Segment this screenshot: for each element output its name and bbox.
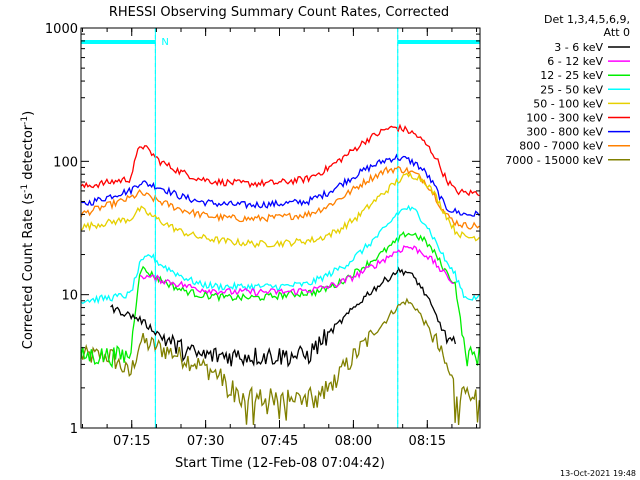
legend-entry-label: 6 - 12 keV — [547, 55, 603, 68]
x-tick-label: 07:30 — [187, 434, 224, 449]
legend-header-detectors: Det 1,3,4,5,6,9, — [544, 13, 630, 26]
footer-datestamp: 13-Oct-2021 19:48 — [560, 469, 636, 478]
x-tick-label: 07:15 — [113, 434, 150, 449]
y-tick-label: 1 — [70, 422, 78, 437]
series-line — [80, 172, 480, 249]
legend-entry-label: 300 - 800 keV — [526, 126, 603, 139]
x-tick-label: 07:45 — [261, 434, 298, 449]
x-tick-label: 08:15 — [409, 434, 446, 449]
series-line — [80, 153, 480, 217]
x-axis-label: Start Time (12-Feb-08 07:04:42) — [175, 456, 385, 471]
chart-title: RHESSI Observing Summary Count Rates, Co… — [109, 5, 449, 20]
series-line — [80, 165, 480, 230]
legend-entry-label: 50 - 100 keV — [533, 97, 603, 110]
x-tick-label: 08:00 — [335, 434, 372, 449]
series-line — [80, 204, 480, 305]
legend-entry-label: 7000 - 15000 keV — [505, 154, 603, 167]
legend-entry-label: 800 - 7000 keV — [519, 140, 603, 153]
legend-entry-label: 12 - 25 keV — [540, 69, 603, 82]
y-tick-label: 1000 — [45, 22, 78, 37]
plot-area-frame — [80, 27, 481, 429]
y-tick-label: 10 — [61, 289, 78, 304]
series-line — [80, 230, 480, 369]
legend-entry-label: 25 - 50 keV — [540, 83, 603, 96]
night-flag-label: N — [161, 37, 168, 48]
legend-entry-label: 100 - 300 keV — [526, 112, 603, 125]
series-line — [80, 297, 480, 426]
legend-header-attenuator: Att 0 — [604, 26, 630, 39]
series-line — [139, 245, 454, 297]
y-axis-label: Corrected Count Rate (s-1 detector-1) — [20, 111, 36, 349]
series-line — [80, 123, 480, 197]
legend-entry-label: 3 - 6 keV — [554, 41, 603, 54]
y-tick-label: 100 — [53, 155, 78, 170]
